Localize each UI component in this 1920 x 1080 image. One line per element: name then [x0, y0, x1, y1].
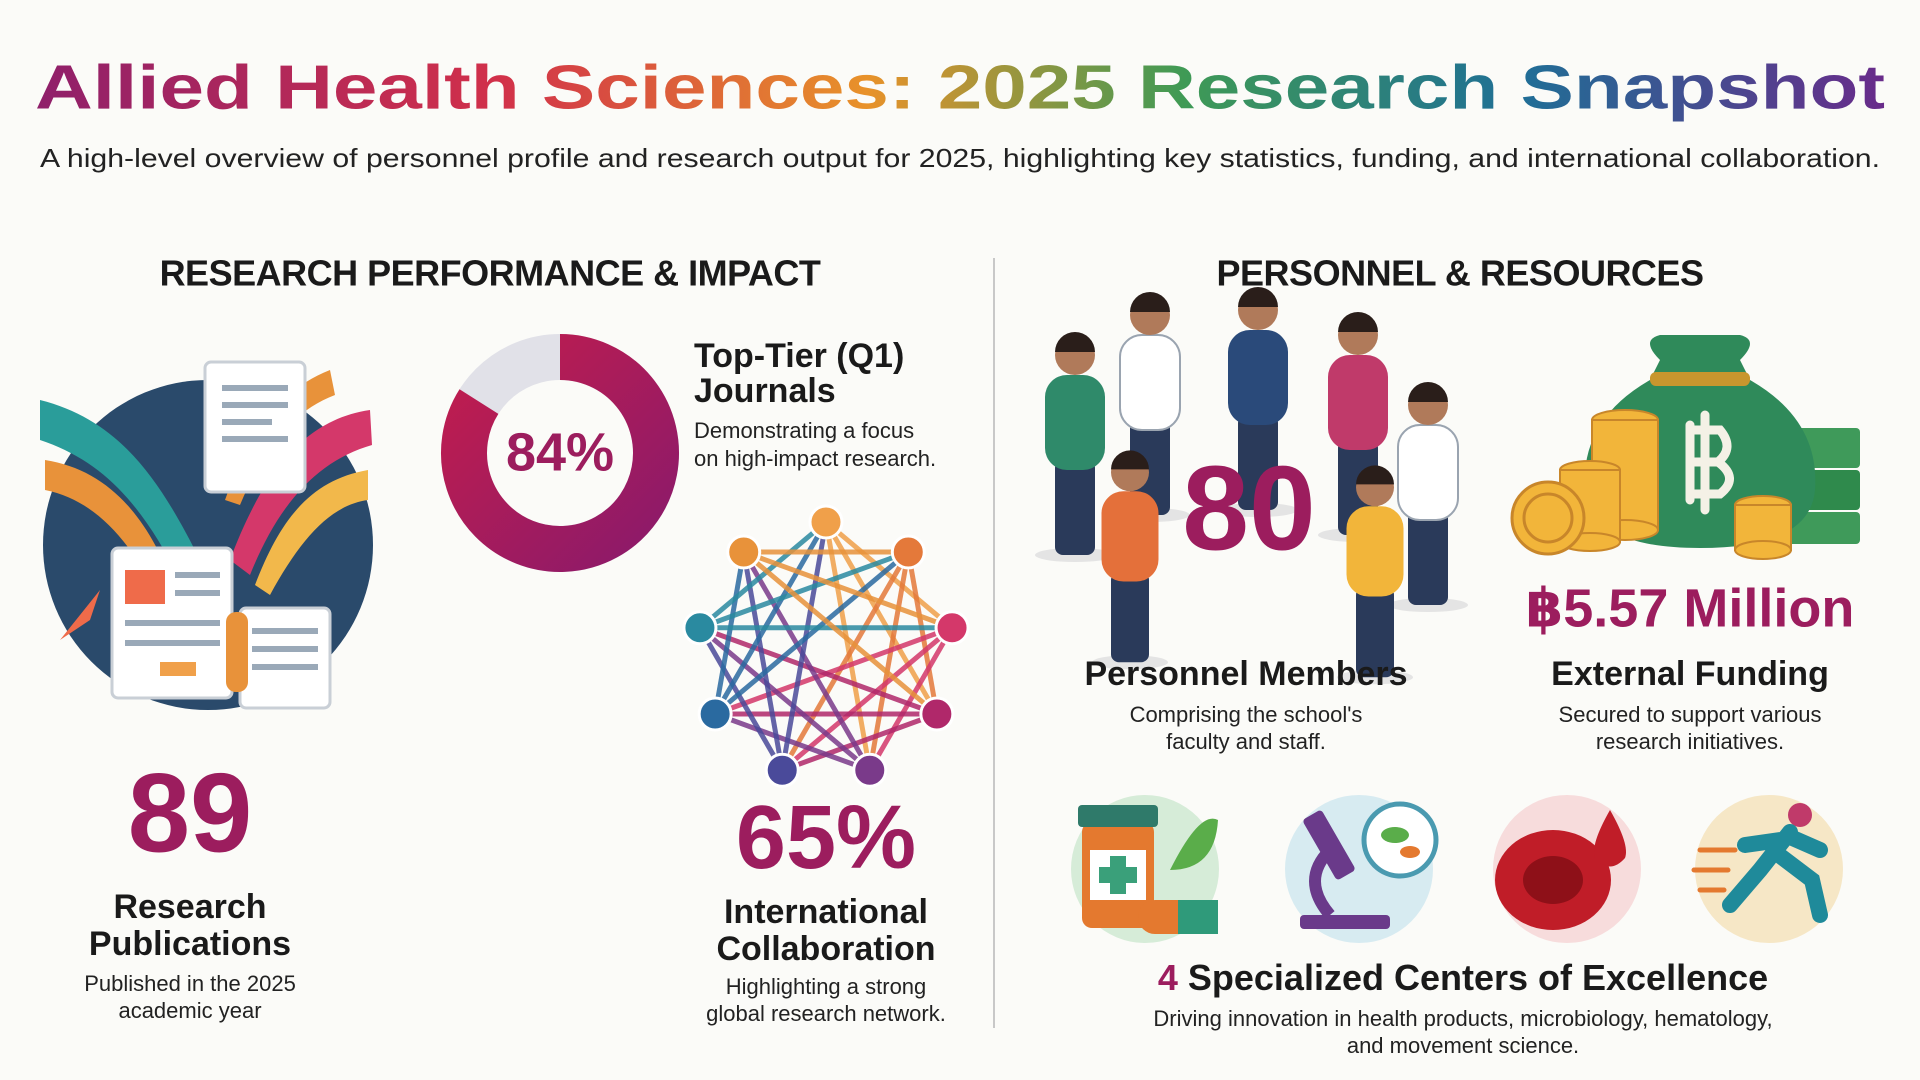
publications-illustration: [40, 360, 373, 710]
person-legs: [1408, 510, 1448, 605]
stat-description: research initiatives.: [1596, 729, 1784, 754]
network-link: [823, 521, 873, 771]
network-link: [781, 711, 938, 773]
network-link: [714, 711, 871, 773]
person-hair: [1055, 332, 1095, 352]
person-body: [1119, 334, 1181, 431]
stat-description: academic year: [118, 998, 261, 1023]
stat-label: Publications: [89, 925, 291, 963]
stat-description: faculty and staff.: [1166, 729, 1326, 754]
network-link: [779, 521, 829, 771]
network-link: [712, 551, 747, 715]
personnel-count: 80: [1182, 442, 1315, 576]
person-body: [1346, 506, 1404, 597]
international-stat: 65%: [736, 788, 916, 888]
network-link: [699, 549, 910, 631]
network-link: [824, 520, 954, 630]
stat-label: Journals: [694, 372, 836, 410]
stat-description: Comprising the school's: [1130, 702, 1363, 727]
stat-label: External Funding: [1551, 655, 1829, 693]
stat-description: and movement science.: [1347, 1033, 1579, 1058]
network-link: [714, 625, 953, 717]
network-illustration: [682, 504, 970, 788]
stat-label: International: [724, 893, 928, 931]
section-heading: RESEARCH PERFORMANCE & IMPACT: [160, 253, 821, 294]
funding-illustration: [1510, 335, 1860, 560]
network-link: [698, 520, 828, 630]
network-link: [713, 550, 910, 716]
centers-title: Specialized Centers of Excellence: [1188, 957, 1768, 998]
donut-arc: [441, 334, 679, 572]
network-node: [682, 610, 718, 646]
funding-amount: ฿5.57 Million: [1526, 578, 1855, 638]
centers-count: 4: [1158, 957, 1178, 998]
person-hair: [1408, 382, 1448, 402]
network-link: [741, 550, 872, 772]
network-node: [764, 752, 800, 788]
donut-label: 84%: [506, 422, 614, 482]
stat-description: global research network.: [706, 1001, 946, 1026]
person-hair: [1338, 312, 1378, 332]
network-link: [742, 549, 953, 631]
stat-label: Research: [113, 888, 266, 926]
network-node: [697, 696, 733, 732]
q1-donut: [441, 334, 679, 572]
people-illustration: [1035, 287, 1468, 685]
person-legs: [1238, 415, 1278, 510]
person-hair: [1130, 292, 1170, 312]
section-heading: PERSONNEL & RESOURCES: [1217, 253, 1704, 294]
stat-description: Demonstrating a focus: [694, 418, 914, 443]
person-legs: [1130, 420, 1170, 515]
network-link: [742, 550, 939, 716]
person-body: [1101, 491, 1159, 582]
network-link: [780, 550, 911, 772]
network-node: [890, 534, 926, 570]
person-legs: [1356, 587, 1394, 678]
stat-description: Driving innovation in health products, m…: [1153, 1006, 1772, 1031]
person-body: [1397, 424, 1459, 521]
stat-description: Highlighting a strong: [726, 974, 927, 999]
person-hair: [1356, 465, 1394, 485]
stat-label: Top-Tier (Q1): [694, 337, 904, 375]
network-link: [697, 626, 785, 772]
network-node: [919, 696, 955, 732]
publications-count: 89: [128, 751, 253, 876]
person-hair: [1238, 287, 1278, 307]
stat-description: Published in the 2025: [84, 971, 296, 996]
person-body: [1228, 330, 1288, 425]
person-body: [1328, 355, 1388, 450]
network-node: [934, 610, 970, 646]
person-legs: [1111, 572, 1149, 663]
network-link: [905, 551, 940, 715]
stat-description: on high-impact research.: [694, 446, 936, 471]
network-link: [699, 625, 938, 717]
subtitle: A high-level overview of personnel profi…: [40, 143, 1880, 173]
network-node: [726, 534, 762, 570]
person-hair: [1111, 450, 1149, 470]
center-icons: [1071, 795, 1843, 943]
stat-description: Secured to support various: [1559, 702, 1822, 727]
person-legs: [1055, 460, 1095, 555]
person-body: [1045, 375, 1105, 470]
stat-label: Personnel Members: [1084, 655, 1407, 693]
centers-heading: 4 Specialized Centers of Excellence: [1158, 957, 1768, 998]
title: Allied Health Sciences: 2025 Research Sn…: [35, 53, 1885, 122]
network-node: [852, 752, 888, 788]
network-node: [808, 504, 844, 540]
network-link: [867, 626, 955, 772]
stat-label: Collaboration: [716, 930, 935, 968]
